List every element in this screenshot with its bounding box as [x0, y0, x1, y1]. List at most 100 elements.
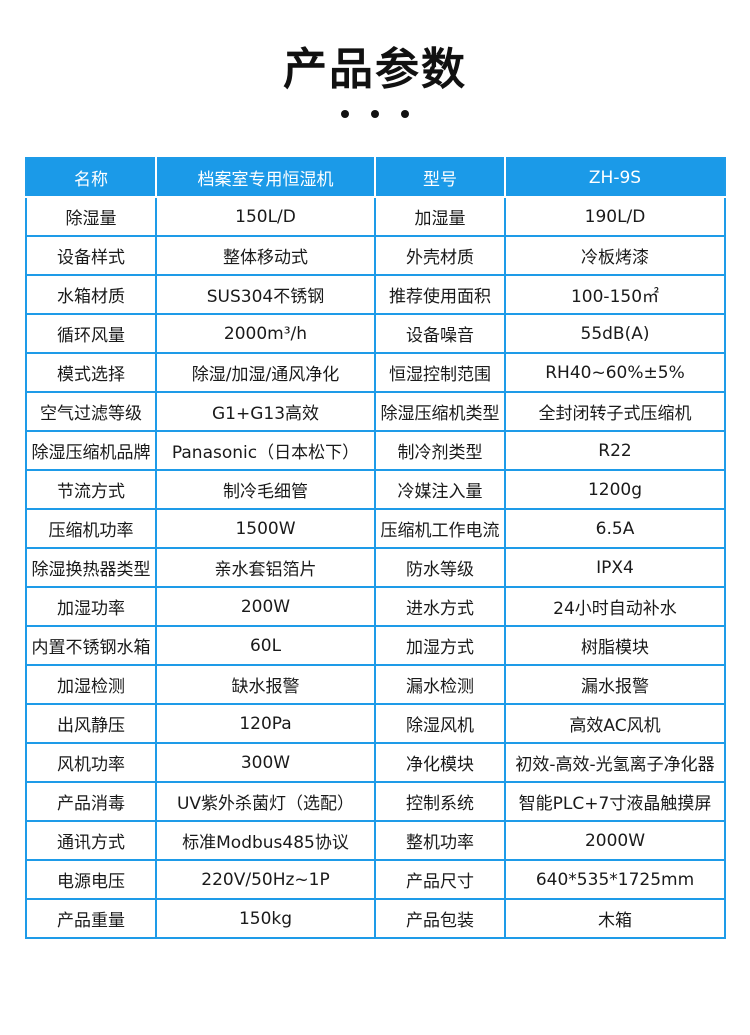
- param-value-cell: 制冷毛细管: [155, 469, 376, 510]
- table-row: 电源电压 220V/50Hz~1P 产品尺寸 640*535*1725mm: [25, 859, 726, 900]
- param-name-cell: 冷媒注入量: [374, 469, 506, 510]
- header-cell: 名称: [25, 157, 157, 198]
- table-row: 产品重量 150kg 产品包装 木箱: [25, 898, 726, 939]
- table-row: 除湿压缩机品牌 Panasonic（日本松下） 制冷剂类型 R22: [25, 430, 726, 471]
- param-name-cell: 防水等级: [374, 547, 506, 588]
- param-name-cell: 净化模块: [374, 742, 506, 783]
- param-value-cell: 100-150㎡: [504, 274, 726, 315]
- param-name-cell: 电源电压: [25, 859, 157, 900]
- param-name-cell: 除湿换热器类型: [25, 547, 157, 588]
- param-name-cell: 模式选择: [25, 352, 157, 393]
- table-row: 产品消毒 UV紫外杀菌灯（选配） 控制系统 智能PLC+7寸液晶触摸屏: [25, 781, 726, 822]
- param-name-cell: 风机功率: [25, 742, 157, 783]
- param-name-cell: 产品包装: [374, 898, 506, 939]
- param-value-cell: 智能PLC+7寸液晶触摸屏: [504, 781, 726, 822]
- param-value-cell: 全封闭转子式压缩机: [504, 391, 726, 432]
- table-row: 内置不锈钢水箱 60L 加湿方式 树脂模块: [25, 625, 726, 666]
- param-name-cell: 除湿压缩机类型: [374, 391, 506, 432]
- table-row: 风机功率 300W 净化模块 初效-高效-光氢离子净化器: [25, 742, 726, 783]
- param-name-cell: 恒湿控制范围: [374, 352, 506, 393]
- param-name-cell: 产品消毒: [25, 781, 157, 822]
- param-value-cell: IPX4: [504, 547, 726, 588]
- param-value-cell: 300W: [155, 742, 376, 783]
- param-value-cell: 高效AC风机: [504, 703, 726, 744]
- table-row: 空气过滤等级 G1+G13高效 除湿压缩机类型 全封闭转子式压缩机: [25, 391, 726, 432]
- param-value-cell: 冷板烤漆: [504, 235, 726, 276]
- title-dots-decoration: [0, 110, 750, 118]
- param-name-cell: 除湿量: [25, 196, 157, 237]
- param-value-cell: Panasonic（日本松下）: [155, 430, 376, 471]
- param-value-cell: 漏水报警: [504, 664, 726, 705]
- param-name-cell: 外壳材质: [374, 235, 506, 276]
- param-value-cell: 1500W: [155, 508, 376, 549]
- param-value-cell: 除湿/加湿/通风净化: [155, 352, 376, 393]
- param-value-cell: 缺水报警: [155, 664, 376, 705]
- param-name-cell: 产品尺寸: [374, 859, 506, 900]
- header-cell: ZH-9S: [504, 157, 726, 198]
- param-name-cell: 加湿方式: [374, 625, 506, 666]
- param-name-cell: 除湿风机: [374, 703, 506, 744]
- param-name-cell: 漏水检测: [374, 664, 506, 705]
- param-name-cell: 循环风量: [25, 313, 157, 354]
- dot-icon: [341, 110, 349, 118]
- param-value-cell: 6.5A: [504, 508, 726, 549]
- param-name-cell: 推荐使用面积: [374, 274, 506, 315]
- spec-table: 名称 档案室专用恒湿机 型号 ZH-9S 除湿量 150L/D 加湿量 190L/D 设…: [25, 157, 726, 939]
- table-row: 除湿量 150L/D 加湿量 190L/D: [25, 196, 726, 237]
- param-name-cell: 设备样式: [25, 235, 157, 276]
- param-name-cell: 加湿检测: [25, 664, 157, 705]
- param-name-cell: 内置不锈钢水箱: [25, 625, 157, 666]
- param-value-cell: 150kg: [155, 898, 376, 939]
- param-value-cell: 24小时自动补水: [504, 586, 726, 627]
- param-value-cell: 1200g: [504, 469, 726, 510]
- param-value-cell: 190L/D: [504, 196, 726, 237]
- param-value-cell: 55dB(A): [504, 313, 726, 354]
- param-value-cell: 亲水套铝箔片: [155, 547, 376, 588]
- table-row: 出风静压 120Pa 除湿风机 高效AC风机: [25, 703, 726, 744]
- dot-icon: [401, 110, 409, 118]
- param-name-cell: 压缩机功率: [25, 508, 157, 549]
- param-value-cell: 标准Modbus485协议: [155, 820, 376, 861]
- param-name-cell: 压缩机工作电流: [374, 508, 506, 549]
- param-value-cell: 120Pa: [155, 703, 376, 744]
- param-value-cell: RH40~60%±5%: [504, 352, 726, 393]
- table-row: 节流方式 制冷毛细管 冷媒注入量 1200g: [25, 469, 726, 510]
- table-row: 加湿功率 200W 进水方式 24小时自动补水: [25, 586, 726, 627]
- param-value-cell: R22: [504, 430, 726, 471]
- param-value-cell: UV紫外杀菌灯（选配）: [155, 781, 376, 822]
- param-value-cell: 2000W: [504, 820, 726, 861]
- param-name-cell: 节流方式: [25, 469, 157, 510]
- table-row: 设备样式 整体移动式 外壳材质 冷板烤漆: [25, 235, 726, 276]
- param-value-cell: 60L: [155, 625, 376, 666]
- param-name-cell: 除湿压缩机品牌: [25, 430, 157, 471]
- table-row: 压缩机功率 1500W 压缩机工作电流 6.5A: [25, 508, 726, 549]
- param-name-cell: 出风静压: [25, 703, 157, 744]
- param-value-cell: 200W: [155, 586, 376, 627]
- param-name-cell: 通讯方式: [25, 820, 157, 861]
- param-value-cell: G1+G13高效: [155, 391, 376, 432]
- param-name-cell: 水箱材质: [25, 274, 157, 315]
- param-value-cell: 220V/50Hz~1P: [155, 859, 376, 900]
- header-cell: 档案室专用恒湿机: [155, 157, 376, 198]
- param-value-cell: 初效-高效-光氢离子净化器: [504, 742, 726, 783]
- param-name-cell: 设备噪音: [374, 313, 506, 354]
- param-name-cell: 控制系统: [374, 781, 506, 822]
- param-value-cell: 树脂模块: [504, 625, 726, 666]
- param-name-cell: 整机功率: [374, 820, 506, 861]
- table-header-row: 名称 档案室专用恒湿机 型号 ZH-9S: [25, 157, 726, 198]
- param-value-cell: 2000m³/h: [155, 313, 376, 354]
- param-value-cell: 整体移动式: [155, 235, 376, 276]
- param-value-cell: 640*535*1725mm: [504, 859, 726, 900]
- param-name-cell: 产品重量: [25, 898, 157, 939]
- param-name-cell: 空气过滤等级: [25, 391, 157, 432]
- param-name-cell: 进水方式: [374, 586, 506, 627]
- table-row: 通讯方式 标准Modbus485协议 整机功率 2000W: [25, 820, 726, 861]
- table-row: 模式选择 除湿/加湿/通风净化 恒湿控制范围 RH40~60%±5%: [25, 352, 726, 393]
- table-row: 加湿检测 缺水报警 漏水检测 漏水报警: [25, 664, 726, 705]
- page-title: 产品参数: [283, 44, 467, 95]
- dot-icon: [371, 110, 379, 118]
- param-value-cell: SUS304不锈钢: [155, 274, 376, 315]
- header-cell: 型号: [374, 157, 506, 198]
- param-name-cell: 加湿量: [374, 196, 506, 237]
- table-row: 循环风量 2000m³/h 设备噪音 55dB(A): [25, 313, 726, 354]
